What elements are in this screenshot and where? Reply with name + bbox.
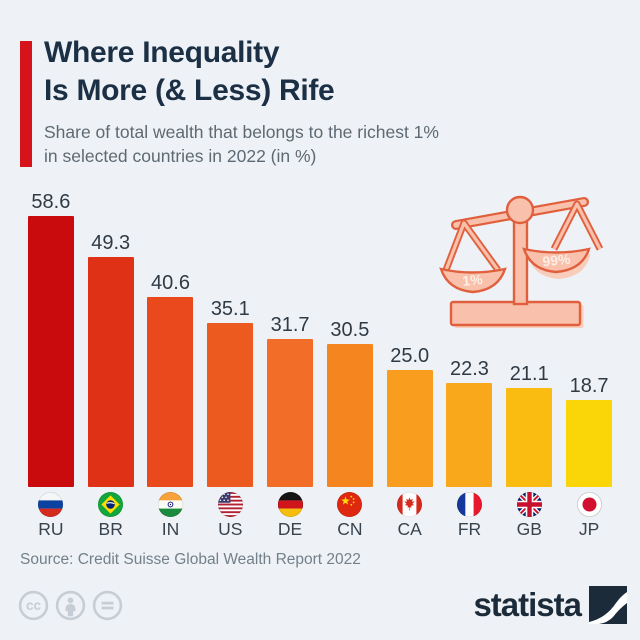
- unbalanced-scale-illustration: 1% 99%: [439, 195, 604, 328]
- bar-value-label-fr: 22.3: [450, 357, 489, 380]
- bar-value-label-jp: 18.7: [569, 374, 609, 397]
- flag-germany-icon: [277, 492, 303, 517]
- license-icons: cc: [18, 590, 123, 621]
- country-code-gb: GB: [516, 519, 542, 539]
- cc-icon: cc: [18, 590, 49, 621]
- bar-column-us: 35.1 US: [200, 191, 260, 540]
- country-code-us: US: [218, 519, 243, 539]
- country-code-ca: CA: [397, 519, 422, 539]
- country-code-in: IN: [161, 519, 180, 539]
- bar-column-de: 31.7 DE: [260, 191, 320, 540]
- bar-column-gb: 21.1 GB: [499, 191, 559, 540]
- bar-in: [147, 297, 194, 487]
- country-code-de: DE: [277, 519, 303, 539]
- bar-cn: [326, 344, 373, 487]
- title-line-2: Is More (& Less) Rife: [44, 74, 335, 107]
- bar-column-br: 49.3 BR: [81, 191, 141, 540]
- country-code-cn: CN: [337, 519, 363, 539]
- flag-japan-icon: [576, 492, 602, 517]
- statista-wordmark: statista: [473, 586, 582, 623]
- subtitle-line-2: in selected countries in 2022 (in %): [44, 146, 317, 166]
- flag-uk-icon: [516, 492, 542, 517]
- title-line-1: Where Inequality: [44, 36, 280, 69]
- bar-jp: [566, 399, 613, 487]
- scale-right-pan: 99%: [522, 200, 604, 274]
- flag-russia-icon: [38, 492, 64, 517]
- page-title: Where Inequality Is More (& Less) Rife: [44, 34, 604, 110]
- source-note: Source: Credit Suisse Global Wealth Repo…: [20, 551, 361, 568]
- statista-brand: statista: [473, 586, 627, 624]
- bar-column-in: 40.6 IN: [141, 191, 201, 540]
- bar-column-fr: 22.3 FR: [440, 191, 500, 540]
- bar-column-cn: 30.5 CN: [320, 191, 380, 540]
- scale-left-pan: 1%: [439, 219, 507, 294]
- equal-icon: [92, 590, 123, 621]
- bar-value-label-in: 40.6: [151, 272, 190, 295]
- bar-value-label-ca: 25.0: [390, 345, 430, 368]
- flag-brazil-icon: [98, 492, 124, 517]
- flag-france-icon: [456, 492, 482, 517]
- page-subtitle: Share of total wealth that belongs to th…: [44, 120, 604, 168]
- left-pan-label: 1%: [462, 271, 484, 289]
- bar-value-label-cn: 30.5: [330, 319, 370, 342]
- bar-ru: [27, 216, 74, 487]
- bar-column-ca: 25.0 CA: [380, 191, 440, 540]
- scale-base: [449, 300, 582, 327]
- country-code-jp: JP: [578, 519, 600, 539]
- country-code-fr: FR: [457, 519, 482, 539]
- statista-logo-icon: [589, 586, 627, 624]
- flag-india-icon: [157, 492, 183, 517]
- bar-value-label-br: 49.3: [91, 231, 131, 254]
- country-code-ru: RU: [38, 519, 64, 539]
- bar-de: [267, 338, 314, 487]
- attribution-icon: [55, 590, 86, 621]
- bar-ca: [386, 370, 433, 487]
- bar-gb: [506, 388, 553, 487]
- bar-fr: [446, 382, 493, 487]
- country-code-br: BR: [98, 519, 123, 539]
- scale-pivot: [505, 195, 535, 225]
- flag-usa-icon: [217, 492, 243, 517]
- bar-column-jp: 18.7 JP: [559, 191, 619, 540]
- bar-value-label-us: 35.1: [210, 297, 250, 320]
- bar-value-label-gb: 21.1: [509, 363, 549, 386]
- right-pan-label: 99%: [542, 251, 572, 270]
- bar-column-ru: 58.6 RU: [21, 191, 81, 540]
- bar-value-label-ru: 58.6: [31, 191, 71, 213]
- bar-us: [207, 322, 254, 487]
- flag-canada-icon: [397, 492, 423, 517]
- bar-value-label-de: 31.7: [270, 313, 310, 336]
- flag-china-icon: [337, 492, 363, 517]
- subtitle-line-1: Share of total wealth that belongs to th…: [44, 122, 439, 142]
- bar-chart: 58.6 RU 49.3 BR 40.6 IN 35.1 US 31.7 DE 30.5 CN 25.0…: [21, 191, 619, 540]
- svg-text:cc: cc: [26, 598, 42, 613]
- bar-br: [87, 256, 134, 487]
- red-accent-bar: [20, 41, 32, 167]
